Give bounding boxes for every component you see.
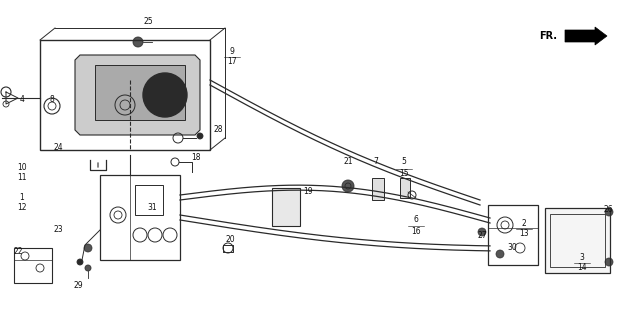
Bar xyxy=(550,214,605,267)
Text: 11: 11 xyxy=(17,174,27,183)
Text: 28: 28 xyxy=(213,126,223,135)
Circle shape xyxy=(496,250,504,258)
Text: 5: 5 xyxy=(401,157,406,166)
Bar xyxy=(372,178,384,200)
Text: 12: 12 xyxy=(17,203,27,212)
Text: 3: 3 xyxy=(580,254,584,263)
Text: 2: 2 xyxy=(522,219,526,228)
Text: 6: 6 xyxy=(413,215,419,224)
Text: 19: 19 xyxy=(303,188,313,197)
Text: 10: 10 xyxy=(17,163,27,172)
Text: 16: 16 xyxy=(411,228,421,237)
Bar xyxy=(400,178,410,198)
Circle shape xyxy=(84,244,92,252)
Circle shape xyxy=(197,133,203,139)
Text: 20: 20 xyxy=(225,236,235,245)
Text: FR.: FR. xyxy=(539,31,557,41)
Circle shape xyxy=(478,228,486,236)
Text: 26: 26 xyxy=(603,206,613,215)
Bar xyxy=(95,65,185,120)
Text: 7: 7 xyxy=(374,157,378,166)
Text: 8: 8 xyxy=(50,95,54,104)
Text: 14: 14 xyxy=(577,264,587,272)
Text: 22: 22 xyxy=(13,247,23,256)
Text: 15: 15 xyxy=(399,170,409,179)
Bar xyxy=(40,40,210,150)
Circle shape xyxy=(133,37,143,47)
Text: 31: 31 xyxy=(147,203,157,212)
Circle shape xyxy=(605,258,613,266)
Circle shape xyxy=(143,73,187,117)
Text: 9: 9 xyxy=(230,47,234,56)
Text: 1: 1 xyxy=(20,193,24,202)
Text: 13: 13 xyxy=(519,229,529,238)
Polygon shape xyxy=(75,55,200,135)
Bar xyxy=(488,205,538,265)
Text: 29: 29 xyxy=(73,281,83,290)
Text: 30: 30 xyxy=(507,243,517,253)
Text: 27: 27 xyxy=(477,232,487,241)
Circle shape xyxy=(605,208,613,216)
Circle shape xyxy=(85,265,91,271)
Text: 17: 17 xyxy=(227,57,237,67)
Text: 18: 18 xyxy=(191,153,201,162)
Bar xyxy=(14,248,52,283)
Bar xyxy=(100,175,180,260)
Text: 23: 23 xyxy=(53,225,63,234)
Text: 24: 24 xyxy=(53,144,63,153)
Text: 25: 25 xyxy=(143,17,153,26)
Text: 4: 4 xyxy=(20,95,24,104)
FancyArrow shape xyxy=(565,27,607,45)
Bar xyxy=(545,208,610,273)
Circle shape xyxy=(77,259,83,265)
Circle shape xyxy=(342,180,354,192)
Text: 21: 21 xyxy=(343,157,353,166)
Circle shape xyxy=(151,81,179,109)
Bar xyxy=(135,185,163,215)
Bar xyxy=(272,188,300,226)
